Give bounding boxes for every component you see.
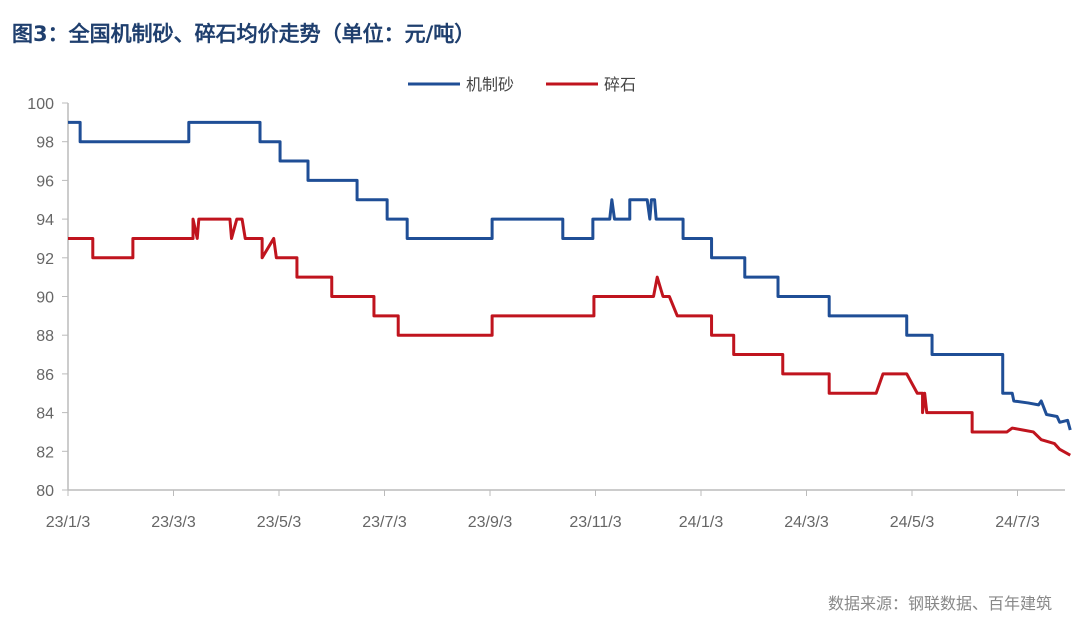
x-tick-label: 23/3/3 (151, 514, 196, 531)
y-tick-label: 98 (36, 135, 54, 152)
x-tick-label: 24/1/3 (679, 514, 724, 531)
x-tick-label: 24/5/3 (890, 514, 935, 531)
x-tick-label: 23/7/3 (362, 514, 407, 531)
x-tick-label: 23/1/3 (46, 514, 91, 531)
y-tick-label: 84 (36, 406, 54, 423)
y-tick-label: 82 (36, 444, 54, 461)
y-tick-label: 80 (36, 483, 54, 500)
y-tick-label: 100 (27, 96, 54, 113)
y-tick-label: 96 (36, 173, 54, 190)
y-tick-label: 86 (36, 367, 54, 384)
y-tick-label: 92 (36, 251, 54, 268)
series-line-machine-sand (68, 120, 1072, 431)
x-tick-label: 23/11/3 (569, 514, 621, 531)
data-source: 数据来源：钢联数据、百年建筑 (827, 594, 1052, 613)
chart-title: 图3：全国机制砂、碎石均价走势（单位：元/吨） (12, 22, 476, 46)
y-tick-label: 90 (36, 290, 54, 307)
x-tick-label: 24/7/3 (995, 514, 1040, 531)
x-tick-label: 23/5/3 (257, 514, 302, 531)
x-tick-label: 23/9/3 (468, 514, 513, 531)
y-tick-label: 88 (36, 328, 54, 345)
legend-label: 机制砂 (466, 75, 514, 94)
y-tick-label: 94 (36, 212, 54, 229)
series-line-gravel (68, 217, 1071, 457)
legend-label: 碎石 (604, 75, 636, 94)
x-tick-label: 24/3/3 (784, 514, 829, 531)
